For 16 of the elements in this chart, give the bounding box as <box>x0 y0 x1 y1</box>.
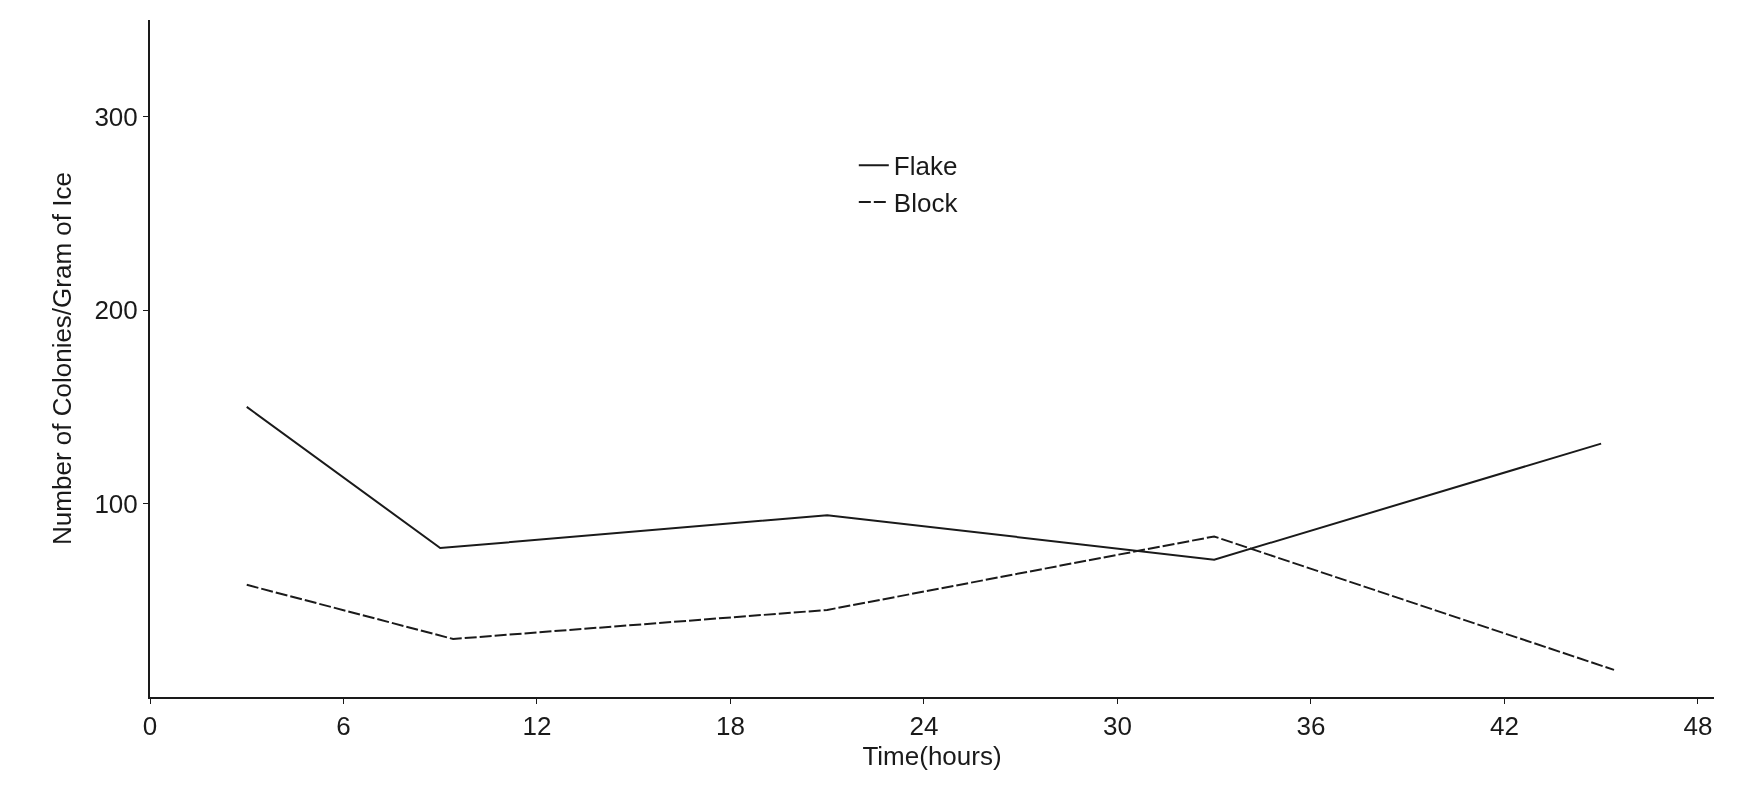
x-tick-label: 18 <box>715 711 745 742</box>
y-axis-title: Number of Colonies/Gram of Ice <box>47 172 78 545</box>
x-tick-label: 48 <box>1683 711 1713 742</box>
x-tick-label: 12 <box>522 711 552 742</box>
x-tick-label: 6 <box>336 711 351 742</box>
legend-label: Flake <box>893 151 958 182</box>
x-tick-label: 0 <box>142 711 158 742</box>
x-tick-label: 24 <box>909 711 939 742</box>
y-tick-label: 100 <box>94 488 138 519</box>
x-axis-title: Time(hours) <box>862 741 1002 772</box>
x-tick-label: 42 <box>1489 711 1519 742</box>
y-tick-label: 200 <box>94 295 138 326</box>
legend-label: Block <box>893 188 959 219</box>
x-tick-label: 36 <box>1296 711 1326 742</box>
x-tick-label: 30 <box>1102 711 1132 742</box>
y-tick-label: 300 <box>94 101 138 132</box>
